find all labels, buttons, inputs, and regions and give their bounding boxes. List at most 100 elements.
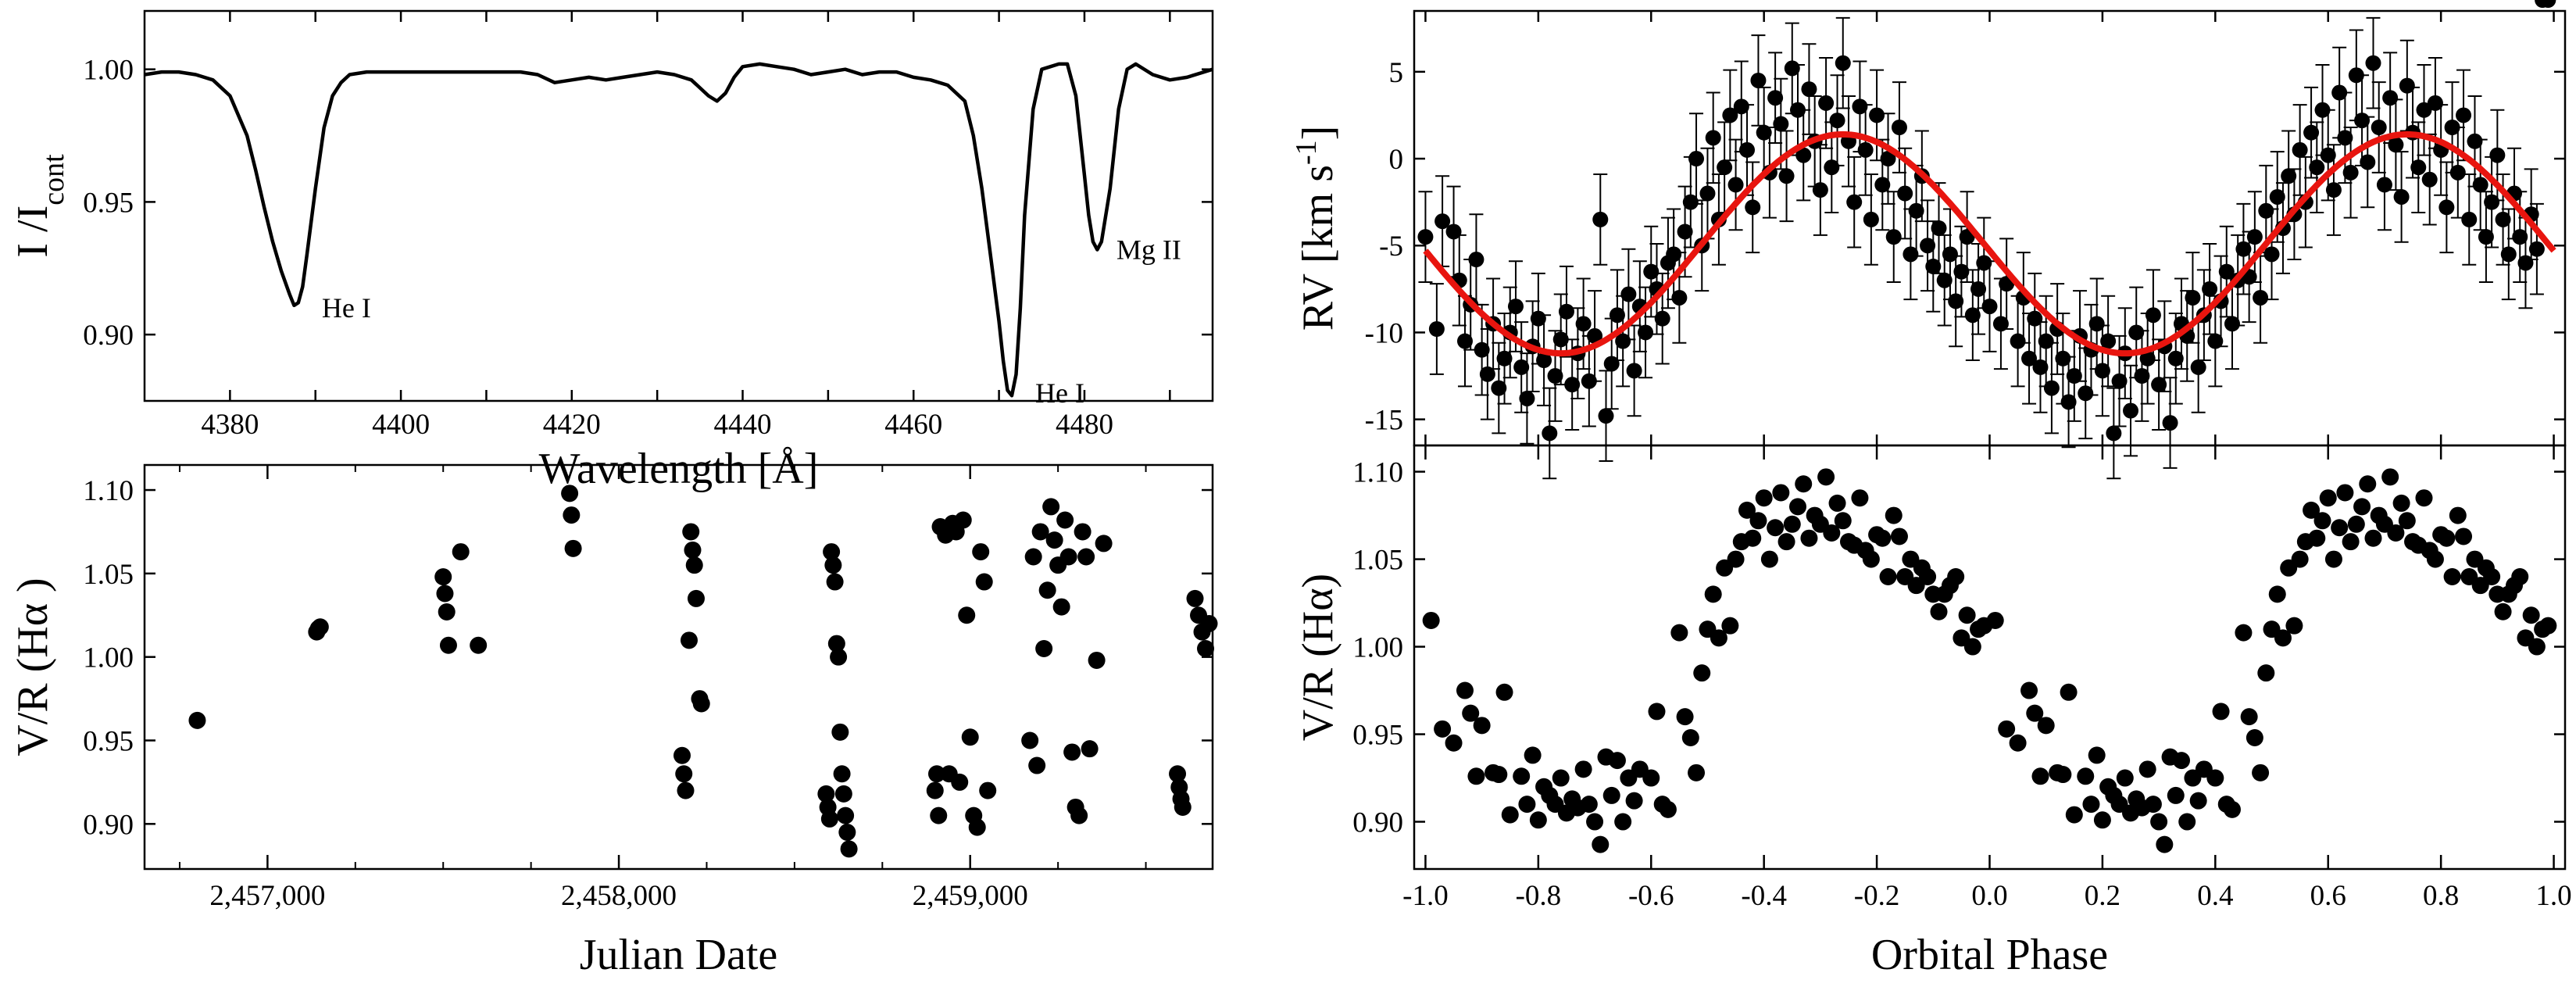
phase-ytick-label: 0.95 <box>1352 720 1403 752</box>
phase-data-point <box>2150 813 2168 831</box>
rv-data-point <box>1496 350 1513 367</box>
jd-data-point <box>188 711 206 729</box>
jd-x-axis-label: Julian Date <box>580 931 777 979</box>
phase-data-point <box>2178 813 2196 831</box>
spectrum-line-label: Mg II <box>1117 234 1181 266</box>
phase-xtick-label: 1.0 <box>2535 880 2571 912</box>
phase-xtick-label: 0.6 <box>2310 880 2346 912</box>
phase-data-point <box>1963 638 1981 656</box>
rv-data-point <box>1920 238 1936 254</box>
rv-data-point <box>1812 182 1828 198</box>
rv-data-point <box>1468 252 1485 268</box>
spectrum-line-label: He I <box>1035 377 1084 409</box>
phase-data-point <box>1473 717 1491 735</box>
jd-data-point <box>834 785 852 803</box>
rv-data-point <box>1931 220 1947 236</box>
rv-data-point <box>2021 350 2038 367</box>
jd-data-point <box>1174 798 1192 816</box>
rv-data-point <box>1942 246 1958 263</box>
rv-data-point <box>2162 415 2178 431</box>
phase-data-point <box>1727 550 1745 568</box>
phase-data-point <box>2285 617 2303 635</box>
phase-data-point <box>1693 664 1711 682</box>
rv-data-point <box>1885 229 1902 245</box>
spectrum-y-axis-label-subscript: cont <box>38 154 70 206</box>
spectrum-plot-frame <box>143 9 1214 402</box>
phase-data-point <box>1614 813 1632 831</box>
rv-data-point <box>1552 331 1569 348</box>
jd-data-point <box>979 781 997 799</box>
rv-data-point <box>1846 194 1863 210</box>
phase-data-point <box>1513 767 1531 785</box>
jd-data-point <box>687 589 705 607</box>
phase-data-point <box>1862 550 1880 568</box>
spectrum-xtick-label: 4440 <box>714 409 772 441</box>
jd-data-point <box>928 765 946 783</box>
rv-data-point <box>1795 147 1812 163</box>
jd-data-point <box>470 636 488 654</box>
rv-data-point <box>1880 151 1896 167</box>
phase-data-point <box>1783 515 1801 533</box>
rv-data-point <box>1620 286 1637 302</box>
phase-data-point <box>1648 703 1666 721</box>
rv-data-point <box>1863 211 1879 227</box>
rv-data-point <box>2337 130 2353 146</box>
phase-data-point <box>1930 603 1948 620</box>
phase-data-point <box>1608 752 1626 770</box>
rv-data-point <box>2010 333 2026 349</box>
phase-data-point <box>1879 567 1897 585</box>
jd-data-point <box>951 773 969 791</box>
rv-data-point <box>1970 281 1987 297</box>
phase-data-point <box>1947 567 1965 585</box>
phase-data-point <box>2511 567 2529 585</box>
jd-data-point <box>1063 743 1081 761</box>
rv-data-point <box>1925 258 1942 274</box>
jd-xtick-label: 2,457,000 <box>209 880 325 912</box>
spectrum-ytick-label: 0.95 <box>83 187 134 219</box>
jd-data-point <box>452 543 470 561</box>
rv-data-point <box>1903 246 1919 263</box>
rv-data-point <box>1852 98 1868 115</box>
phase-xtick-label: -0.6 <box>1628 880 1674 912</box>
phase-data-point <box>2082 796 2100 814</box>
phase-data-point <box>1602 786 1620 804</box>
phase-data-point <box>2392 494 2410 512</box>
jd-ytick-label: 0.90 <box>83 809 134 841</box>
rv-data-point <box>1542 425 1558 442</box>
jd-data-point <box>1038 581 1056 599</box>
rv-data-point <box>2478 229 2494 245</box>
phase-data-point <box>1721 617 1739 635</box>
spectrum-xtick-label: 4420 <box>543 409 601 441</box>
spectrum-xtick-label: 4460 <box>884 409 942 441</box>
rv-data-point <box>2489 147 2506 163</box>
phase-data-point <box>2528 638 2546 656</box>
rv-ytick-label: 5 <box>1389 57 1404 89</box>
jd-data-point <box>436 585 454 603</box>
spectrum-xtick-label: 4400 <box>372 409 430 441</box>
rv-data-point <box>2207 333 2224 349</box>
rv-data-point <box>2484 194 2500 210</box>
rv-ytick-label: -10 <box>1365 317 1403 349</box>
rv-data-point <box>1643 263 1660 280</box>
phase-data-point <box>2313 512 2331 530</box>
rv-data-point <box>1733 98 1749 115</box>
phase-xtick-label: 0.8 <box>2423 880 2459 912</box>
phase-data-point <box>1529 811 1547 829</box>
rv-ytick-label: 0 <box>1389 144 1404 176</box>
rv-data-point <box>1558 303 1574 320</box>
jd-xtick-label: 2,458,000 <box>561 880 677 912</box>
phase-data-point <box>2443 567 2461 585</box>
phase-data-point <box>2319 489 2337 507</box>
phase-data-point <box>1749 512 1767 530</box>
rv-data-point <box>2038 333 2054 349</box>
phase-data-point <box>1851 489 1869 507</box>
phase-data-point <box>1885 506 1903 524</box>
rv-data-point <box>2078 385 2094 402</box>
phase-x-axis-label: Orbital Phase <box>1871 931 2108 979</box>
jd-data-point <box>1056 511 1074 529</box>
phase-data-point <box>1800 529 1818 547</box>
jd-data-point <box>675 765 693 783</box>
phase-data-point <box>2020 681 2038 699</box>
phase-data-point <box>2240 708 2258 726</box>
